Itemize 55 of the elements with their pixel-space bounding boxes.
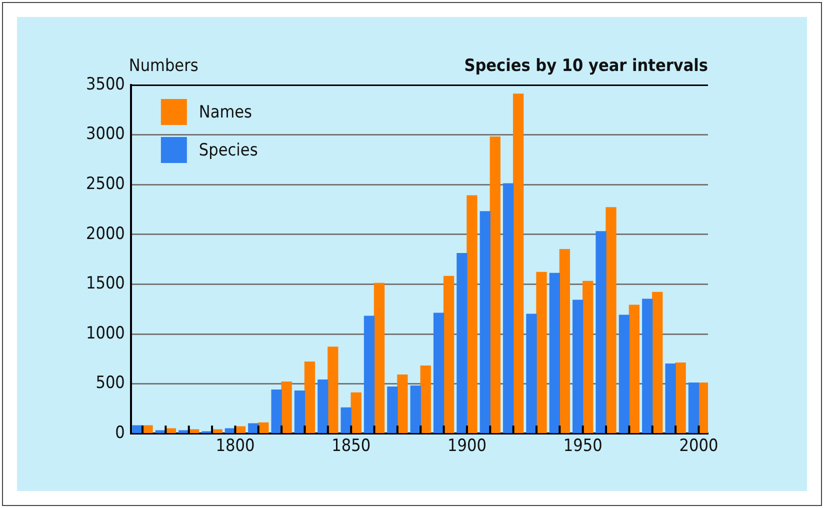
x-tick-label: 1850 [332,436,371,456]
y-tick-label: 3500 [86,74,125,94]
bar [328,346,338,434]
chart-title: Species by 10 year intervals [464,56,708,76]
y-tick-label: 3000 [86,124,125,144]
bar [304,362,316,434]
bar [652,292,663,434]
y-tick-label: 0 [115,423,125,444]
bar [642,298,653,434]
bar [387,386,398,434]
y-tick-label: 2000 [86,224,125,244]
bar [675,362,686,434]
bar [318,379,328,434]
bar [526,314,537,434]
y-tick-label: 1500 [86,274,125,294]
bar [433,312,444,434]
bar [536,272,547,434]
bar [582,280,594,434]
bar [294,390,306,434]
legend-label: Names [198,102,252,122]
x-tick-label: 1800 [216,436,255,456]
bar [512,94,524,434]
bar [665,364,676,434]
x-tick-label: 2000 [679,436,718,456]
legend-label: Species [198,140,258,160]
bar [466,195,478,434]
bar [502,183,514,434]
bar [374,282,385,434]
bar [596,231,606,434]
y-tick-label: 500 [96,373,125,394]
bar [559,249,570,434]
bar [549,272,560,434]
y-tick-label: 1000 [86,323,125,344]
bar [480,211,490,434]
bar [340,407,352,434]
bar [443,276,454,434]
bar [688,382,700,434]
bar [456,252,468,434]
x-tick-label: 1900 [448,436,486,456]
bar [364,316,375,434]
x-tick-label: 1950 [563,436,602,456]
bar [271,389,282,434]
bar [281,381,292,434]
bar [572,300,584,434]
bar [618,314,630,434]
y-axis-title: Numbers [128,56,198,76]
bar [698,382,708,434]
bar [397,374,408,434]
bar [350,392,362,434]
bar [606,207,616,434]
y-tick-label: 2500 [86,174,125,194]
bar [628,304,640,434]
bar [420,366,431,434]
bar [490,136,500,434]
bar [410,385,421,434]
